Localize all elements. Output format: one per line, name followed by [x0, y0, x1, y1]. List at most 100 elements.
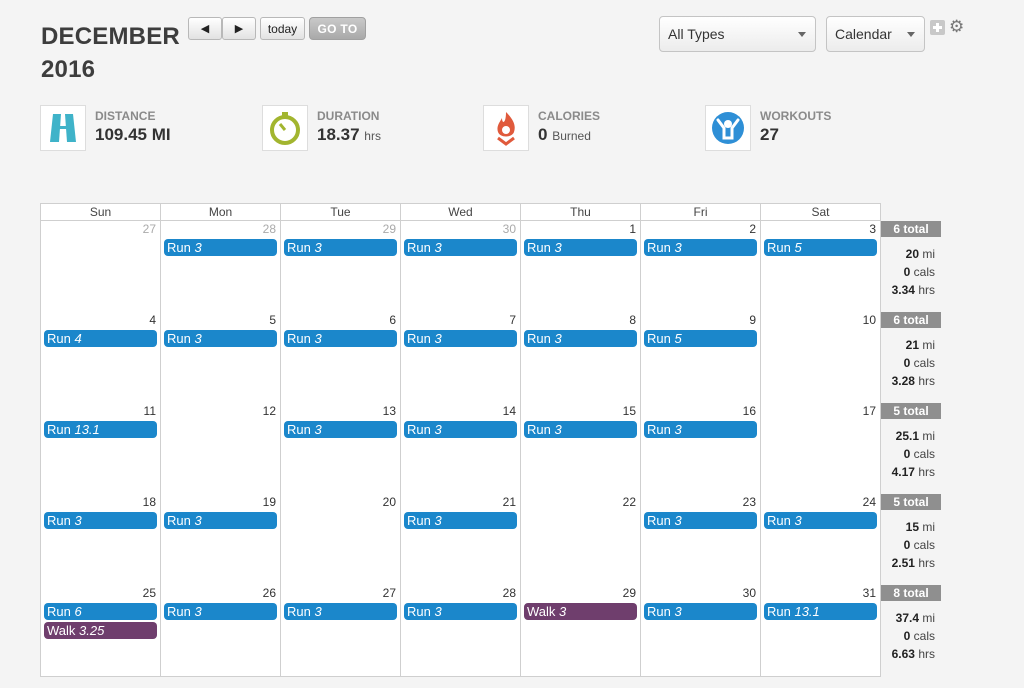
view-select[interactable]: Calendar	[826, 16, 925, 52]
day-cell[interactable]: 24 Run 3	[760, 494, 881, 586]
stat-distance: DISTANCE 109.45 MI	[40, 105, 240, 151]
day-cell[interactable]: 12	[160, 403, 280, 495]
day-cell[interactable]: 1 Run 3	[520, 221, 640, 313]
stat-label: CALORIES	[538, 109, 601, 123]
week-total-cals: 0 cals	[903, 265, 935, 279]
run-event[interactable]: Run 3	[524, 239, 637, 256]
event-type: Run	[527, 422, 555, 437]
run-event[interactable]: Run 6	[44, 603, 157, 620]
week-total-mi: 20 mi	[905, 247, 935, 261]
run-event[interactable]: Run 3	[524, 421, 637, 438]
day-cell[interactable]: 8 Run 3	[520, 312, 640, 404]
day-cell[interactable]: 3 Run 5	[760, 221, 881, 313]
day-cell[interactable]: 15 Run 3	[520, 403, 640, 495]
day-cell[interactable]: 18 Run 3	[40, 494, 160, 586]
day-cell[interactable]: 19 Run 3	[160, 494, 280, 586]
week-total: 6 total 21 mi 0 cals 3.28 hrs	[881, 312, 1009, 404]
run-event[interactable]: Run 13.1	[44, 421, 157, 438]
day-cell[interactable]: 26 Run 3	[160, 585, 280, 677]
run-event[interactable]: Run 3	[164, 330, 277, 347]
day-cell[interactable]: 6 Run 3	[280, 312, 400, 404]
run-event[interactable]: Run 3	[644, 603, 757, 620]
run-event[interactable]: Run 3	[764, 512, 877, 529]
day-cell[interactable]: 10	[760, 312, 881, 404]
week-total-badge: 6 total	[881, 221, 941, 237]
prev-month-button[interactable]: ◀	[188, 17, 222, 40]
run-event[interactable]: Run 3	[284, 603, 397, 620]
day-cell[interactable]: 30 Run 3	[640, 585, 760, 677]
run-event[interactable]: Run 4	[44, 330, 157, 347]
day-cell[interactable]: 2 Run 3	[640, 221, 760, 313]
weekday-header: Thu	[520, 203, 640, 221]
event-type: Run	[287, 604, 315, 619]
day-number: 8	[629, 313, 636, 327]
day-cell[interactable]: 28 Run 3	[400, 585, 520, 677]
day-cell[interactable]: 14 Run 3	[400, 403, 520, 495]
day-cell[interactable]: 25 Run 6 Walk 3.25	[40, 585, 160, 677]
day-number: 25	[142, 586, 156, 600]
week-total-badge: 5 total	[881, 403, 941, 419]
run-event[interactable]: Run 3	[404, 330, 517, 347]
day-number: 22	[622, 495, 636, 509]
day-cell[interactable]: 13 Run 3	[280, 403, 400, 495]
day-cell[interactable]: 11 Run 13.1	[40, 403, 160, 495]
run-event[interactable]: Run 3	[524, 330, 637, 347]
day-number: 23	[742, 495, 756, 509]
event-type: Run	[527, 240, 555, 255]
day-cell[interactable]: 9 Run 5	[640, 312, 760, 404]
run-event[interactable]: Run 3	[644, 239, 757, 256]
walk-event[interactable]: Walk 3.25	[44, 622, 157, 639]
run-event[interactable]: Run 3	[164, 603, 277, 620]
day-cell[interactable]: 5 Run 3	[160, 312, 280, 404]
run-event[interactable]: Run 3	[644, 421, 757, 438]
stat-calories: CALORIES 0 Burned	[483, 105, 683, 151]
day-cell[interactable]: 21 Run 3	[400, 494, 520, 586]
day-cell[interactable]: 4 Run 4	[40, 312, 160, 404]
run-event[interactable]: Run 3	[164, 512, 277, 529]
week-total-cals: 0 cals	[903, 447, 935, 461]
event-distance: 3	[314, 422, 322, 437]
day-cell[interactable]: 16 Run 3	[640, 403, 760, 495]
run-event[interactable]: Run 3	[644, 512, 757, 529]
walk-event[interactable]: Walk 3	[524, 603, 637, 620]
today-button[interactable]: today	[260, 17, 305, 40]
run-event[interactable]: Run 13.1	[764, 603, 877, 620]
day-number: 3	[869, 222, 876, 236]
run-event[interactable]: Run 3	[284, 239, 397, 256]
day-cell[interactable]: 27	[40, 221, 160, 313]
day-cell[interactable]: 31 Run 13.1	[760, 585, 881, 677]
gear-icon[interactable]: ⚙	[949, 17, 965, 36]
day-cell[interactable]: 28 Run 3	[160, 221, 280, 313]
run-event[interactable]: Run 3	[44, 512, 157, 529]
run-event[interactable]: Run 3	[404, 603, 517, 620]
week-total-cals: 0 cals	[903, 356, 935, 370]
week-total: 6 total 20 mi 0 cals 3.34 hrs	[881, 221, 1009, 313]
day-cell[interactable]: 7 Run 3	[400, 312, 520, 404]
event-distance: 3	[434, 422, 442, 437]
day-cell[interactable]: 20	[280, 494, 400, 586]
day-cell[interactable]: 17	[760, 403, 881, 495]
stat-number: 18.37	[317, 125, 360, 144]
day-number: 18	[142, 495, 156, 509]
day-cell[interactable]: 29 Run 3	[280, 221, 400, 313]
run-event[interactable]: Run 5	[764, 239, 877, 256]
day-number: 31	[862, 586, 876, 600]
run-event[interactable]: Run 3	[404, 512, 517, 529]
goto-button[interactable]: GO TO	[309, 17, 366, 40]
day-cell[interactable]: 30 Run 3	[400, 221, 520, 313]
run-event[interactable]: Run 3	[404, 239, 517, 256]
type-filter-select[interactable]: All Types	[659, 16, 816, 52]
day-cell[interactable]: 23 Run 3	[640, 494, 760, 586]
next-month-button[interactable]: ▶	[222, 17, 256, 40]
run-event[interactable]: Run 3	[164, 239, 277, 256]
plus-icon[interactable]	[930, 20, 945, 35]
event-distance: 3	[674, 604, 682, 619]
day-cell[interactable]: 27 Run 3	[280, 585, 400, 677]
event-type: Run	[647, 331, 675, 346]
run-event[interactable]: Run 5	[644, 330, 757, 347]
run-event[interactable]: Run 3	[284, 330, 397, 347]
day-cell[interactable]: 22	[520, 494, 640, 586]
run-event[interactable]: Run 3	[284, 421, 397, 438]
run-event[interactable]: Run 3	[404, 421, 517, 438]
day-cell[interactable]: 29 Walk 3	[520, 585, 640, 677]
